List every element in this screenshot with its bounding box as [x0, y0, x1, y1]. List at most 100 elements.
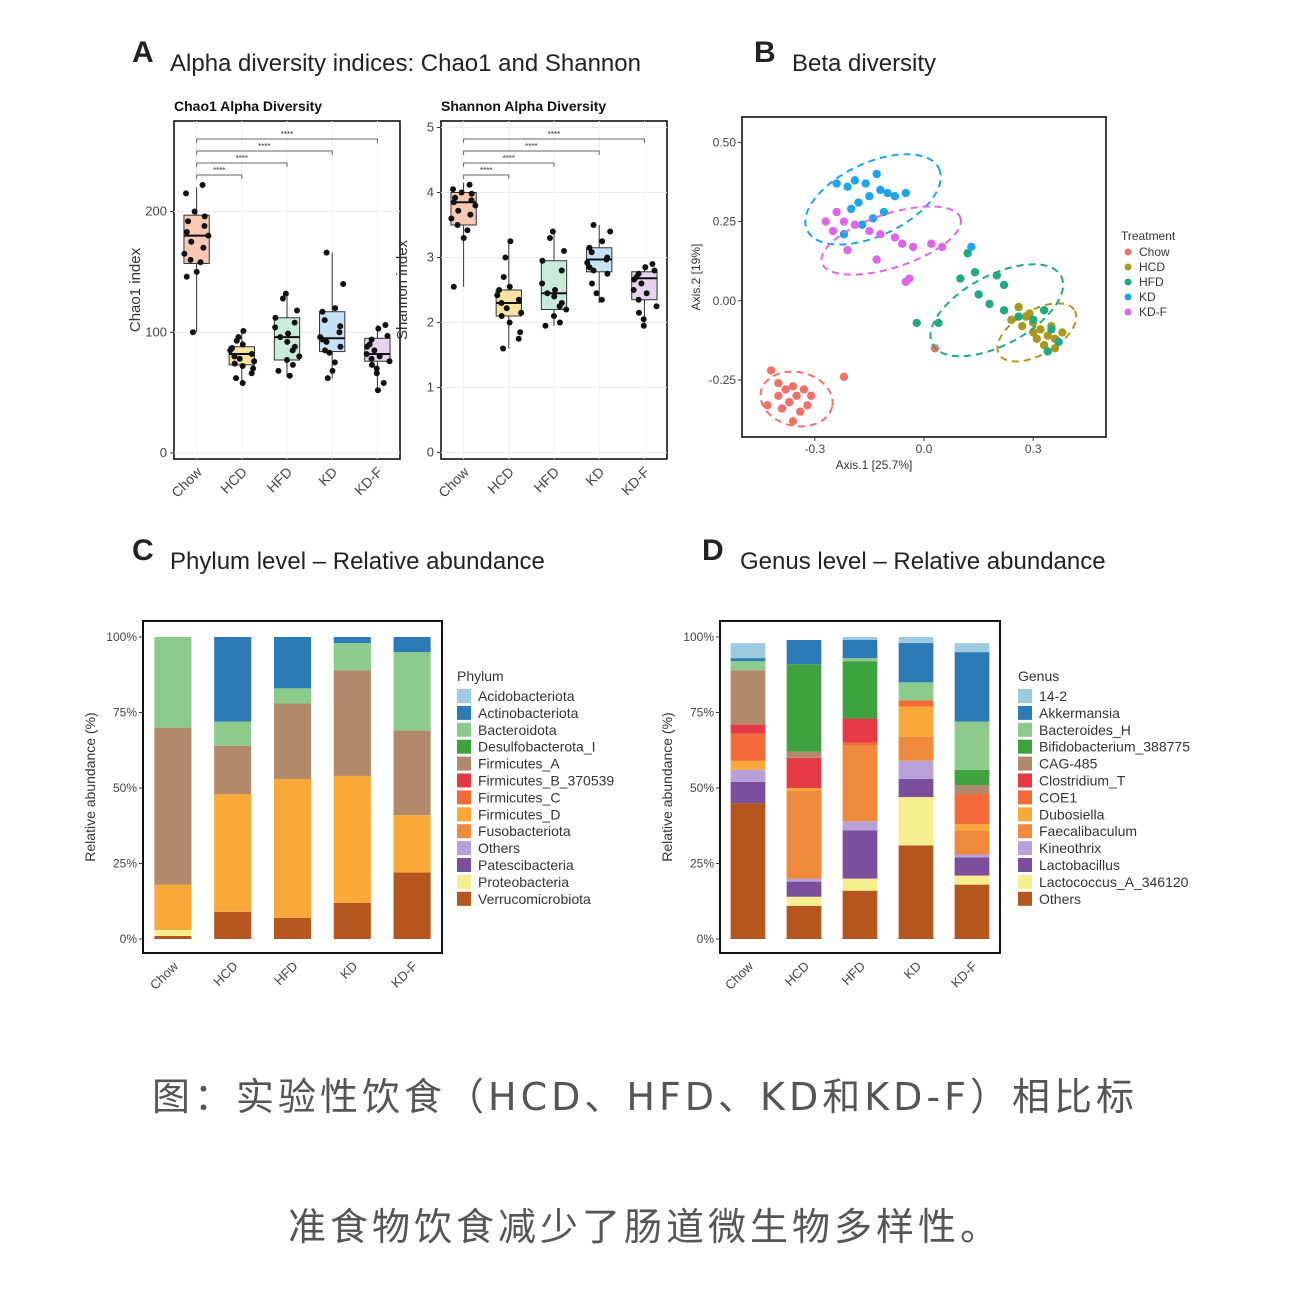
chao1-point	[200, 244, 207, 251]
shannon-point	[651, 267, 658, 274]
chao1-point	[332, 305, 339, 312]
shannon-point	[460, 235, 467, 241]
shannon-point	[586, 244, 593, 251]
genus-legend-label: CAG-485	[1039, 756, 1098, 772]
genus-stacked-bar: 0% 25% 50% 75% 100% Chow HCD HFD KD KD-F Relative …	[659, 620, 1190, 993]
chao1-point	[236, 355, 243, 362]
beta-point-KD-F	[828, 226, 838, 236]
phylum-bar-segment	[333, 670, 371, 776]
genus-bar-segment	[786, 664, 822, 752]
shannon-point	[539, 257, 546, 264]
shannon-sig-label: ****	[548, 130, 560, 139]
genus-bar-segment	[786, 640, 822, 665]
phylum-bar-segment	[273, 778, 312, 918]
beta-point-KD	[843, 182, 852, 191]
chao1-sig-bracket	[196, 150, 333, 155]
phylum-y-tick-label: 100%	[106, 630, 137, 644]
genus-bar-segment	[898, 700, 934, 707]
chao1-x-label: KD-F	[351, 464, 385, 498]
beta-point-KD	[832, 179, 841, 188]
phylum-bar-segment	[393, 652, 431, 731]
phylum-bar-segment	[273, 917, 312, 939]
shannon-point	[561, 248, 568, 254]
shannon-point	[556, 303, 563, 310]
chao1-point	[374, 387, 381, 394]
beta-point-KD	[890, 192, 900, 201]
chao1-point	[296, 353, 303, 360]
genus-bar-segment	[842, 890, 878, 939]
chao1-point	[283, 357, 290, 364]
chao1-sig-label: ****	[258, 142, 270, 151]
beta-point-KD-F	[908, 242, 918, 252]
beta-point-HCD	[1007, 315, 1016, 324]
chao1-point	[368, 361, 375, 368]
genus-legend-swatch	[1018, 756, 1032, 771]
chao1-point	[382, 322, 389, 329]
genus-bar-segment	[786, 878, 822, 882]
chao1-point	[231, 353, 238, 360]
shannon-point	[588, 249, 595, 256]
genus-legend-swatch	[1018, 739, 1032, 754]
shannon-point	[643, 290, 650, 297]
chao1-point	[191, 208, 198, 215]
shannon-point	[518, 309, 525, 316]
genus-legend-label: Bacteroides_H	[1039, 722, 1131, 738]
shannon-point	[590, 222, 597, 228]
genus-y-axis-label: Relative abundance (%)	[659, 712, 675, 861]
genus-y-tick-label: 25%	[690, 857, 714, 871]
genus-legend-label: COE1	[1039, 789, 1077, 805]
phylum-legend-swatch	[457, 689, 471, 703]
beta-point-KD-F	[839, 217, 849, 226]
phylum-bar-segment	[154, 637, 192, 728]
chao1-point	[294, 307, 301, 314]
beta-point-Chow	[774, 378, 783, 388]
beta-y-tick-label: -0.25	[709, 373, 737, 387]
phylum-bar-segment	[214, 745, 252, 795]
chao1-point	[239, 363, 246, 370]
shannon-point	[551, 293, 558, 300]
genus-bar-segment	[842, 878, 878, 891]
genus-bar-segment	[954, 830, 990, 855]
beta-point-Chow	[796, 407, 805, 416]
shannon-point	[584, 259, 591, 266]
chao1-point	[197, 259, 204, 266]
chao1-point	[239, 379, 246, 386]
genus-bar-segment	[730, 724, 766, 734]
genus-legend-label: Kineothrix	[1039, 840, 1101, 856]
genus-bar-segment	[786, 788, 822, 792]
shannon-point	[653, 303, 660, 310]
chao1-point	[368, 336, 375, 343]
phylum-legend-swatch	[457, 874, 471, 889]
genus-legend-swatch	[1018, 841, 1032, 856]
beta-legend-swatch	[1124, 293, 1132, 301]
chao1-point	[239, 341, 246, 348]
shannon-point	[599, 238, 606, 245]
phylum-bar-segment	[214, 911, 252, 939]
shannon-y-tick-label: 5	[427, 120, 434, 135]
beta-scatter: -0.25 0.00 0.25 0.50 -0.3 0.0 0.3 Axis.1 [25.7%…	[689, 116, 1176, 472]
beta-point-Chow	[788, 416, 798, 426]
genus-bar-segment	[954, 794, 990, 825]
beta-x-tick-label: -0.3	[804, 442, 825, 456]
beta-legend-label: HCD	[1139, 260, 1165, 274]
beta-point-KD-F	[843, 245, 852, 255]
shannon-point	[517, 329, 524, 336]
chao1-point	[183, 190, 190, 197]
shannon-point	[539, 280, 546, 287]
beta-point-KD	[861, 179, 870, 188]
shannon-point	[455, 207, 462, 214]
phylum-x-label: KD-F	[388, 958, 420, 990]
shannon-point	[498, 300, 505, 306]
shannon-point	[607, 228, 614, 235]
chao1-point	[373, 370, 380, 377]
beta-point-KD-F	[850, 220, 860, 229]
shannon-y-tick-label: 1	[427, 380, 434, 395]
phylum-y-tick-label: 50%	[113, 781, 137, 795]
shannon-point	[472, 202, 479, 209]
shannon-title: Shannon Alpha Diversity	[441, 98, 606, 114]
beta-legend-label: KD	[1139, 290, 1156, 304]
genus-bar-segment	[730, 769, 766, 782]
shannon-point	[556, 319, 563, 326]
shannon-y-tick-label: 3	[427, 250, 434, 265]
beta-point-KD	[872, 169, 881, 179]
